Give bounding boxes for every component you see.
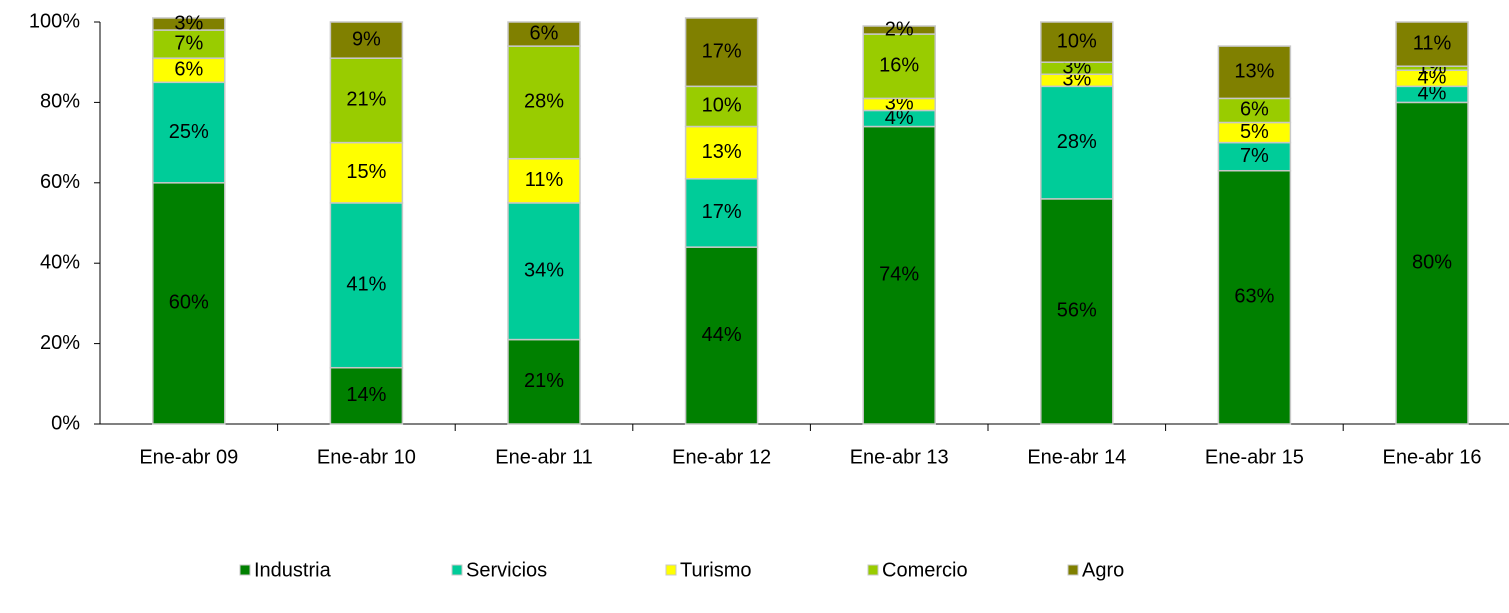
bar-segment <box>507 202 581 341</box>
bar-segment <box>684 178 759 248</box>
x-tick-label: Ene-abr 15 <box>1205 446 1304 468</box>
legend-swatch <box>1067 564 1079 576</box>
data-label: 13% <box>1234 61 1274 83</box>
data-label: 4% <box>885 107 914 129</box>
x-tick-label: Ene-abr 10 <box>317 446 416 468</box>
data-label: 80% <box>1412 251 1452 273</box>
bar-segment <box>329 57 404 144</box>
y-tick-label: 60% <box>40 171 80 193</box>
bar-segment <box>1040 85 1114 200</box>
x-tick-label: Ene-abr 13 <box>850 446 949 468</box>
bar-segment <box>684 17 759 88</box>
bar-segment <box>1040 198 1114 425</box>
data-label: 21% <box>524 370 564 392</box>
data-label: 17% <box>702 201 742 223</box>
data-label: 56% <box>1057 300 1097 322</box>
data-label: 11% <box>1413 32 1452 54</box>
legend-label: Servicios <box>466 559 547 581</box>
x-tick-label: Ene-abr 16 <box>1383 446 1482 468</box>
y-tick-label: 80% <box>40 91 80 113</box>
y-tick-label: 0% <box>51 412 80 434</box>
data-label: 9% <box>352 28 381 50</box>
data-label: 15% <box>346 161 386 183</box>
legend-swatch <box>451 564 463 576</box>
data-label: 4% <box>1418 67 1447 89</box>
bar-segment <box>862 125 936 425</box>
data-label: 10% <box>1057 30 1097 52</box>
legend-swatch <box>867 564 879 576</box>
y-tick-label: 100% <box>29 10 80 32</box>
bar-segment <box>152 81 226 184</box>
data-label: 6% <box>174 59 203 81</box>
data-label: 6% <box>530 22 559 44</box>
x-tick-label: Ene-abr 12 <box>672 446 771 468</box>
data-label: 7% <box>1240 145 1269 167</box>
data-label: 25% <box>169 121 209 143</box>
data-label: 14% <box>346 384 386 406</box>
bar-segment <box>1395 101 1469 425</box>
legend-label: Comercio <box>882 559 968 581</box>
data-label: 41% <box>346 274 386 296</box>
legend-label: Turismo <box>680 559 751 581</box>
bar-segment <box>684 125 759 180</box>
data-label: 10% <box>702 95 742 117</box>
bar-segment <box>862 25 936 35</box>
y-tick-label: 40% <box>40 251 80 273</box>
x-tick-label: Ene-abr 14 <box>1027 446 1126 468</box>
data-label: 7% <box>174 32 203 54</box>
data-label: 4% <box>1418 83 1447 105</box>
data-label: 21% <box>346 89 386 111</box>
bar-segment <box>1217 97 1292 124</box>
bar-segment <box>152 17 226 31</box>
y-tick-label: 20% <box>40 332 80 354</box>
bar-segment <box>1395 21 1469 67</box>
data-label: 28% <box>1057 131 1097 153</box>
bar-segment <box>329 21 404 59</box>
bar-segment <box>507 45 581 160</box>
bar-segment <box>507 21 581 47</box>
data-label: 16% <box>879 55 919 77</box>
data-label: 44% <box>702 324 742 346</box>
data-label: 6% <box>1240 99 1269 121</box>
data-label: 28% <box>524 91 564 113</box>
bar-segment <box>329 202 404 369</box>
bar-segment <box>862 33 936 100</box>
bar-segment <box>684 85 759 128</box>
data-label: 5% <box>1240 121 1269 143</box>
bar-segment <box>329 366 404 425</box>
x-tick-label: Ene-abr 09 <box>139 446 238 468</box>
bar-segment <box>1040 21 1114 63</box>
data-label: 2% <box>885 18 914 40</box>
data-label: 60% <box>169 292 209 314</box>
bar-segment <box>1217 45 1292 100</box>
legend-swatch <box>239 564 251 576</box>
legend-label: Agro <box>1082 559 1124 581</box>
bar-segment <box>152 29 226 59</box>
data-label: 74% <box>879 264 919 286</box>
bar-segment <box>684 246 759 425</box>
data-label: 3% <box>174 12 203 34</box>
data-label: 13% <box>702 141 742 163</box>
bar-segment <box>152 182 226 425</box>
legend-swatch <box>665 564 677 576</box>
bar-segment <box>329 141 404 204</box>
data-label: 11% <box>525 169 564 191</box>
x-tick-label: Ene-abr 11 <box>495 446 592 468</box>
data-label: 34% <box>524 260 564 282</box>
bar-segment <box>507 338 581 425</box>
legend-label: Industria <box>254 559 332 581</box>
bar-segment <box>507 157 581 204</box>
data-label: 17% <box>702 40 742 62</box>
data-label: 63% <box>1234 286 1274 308</box>
